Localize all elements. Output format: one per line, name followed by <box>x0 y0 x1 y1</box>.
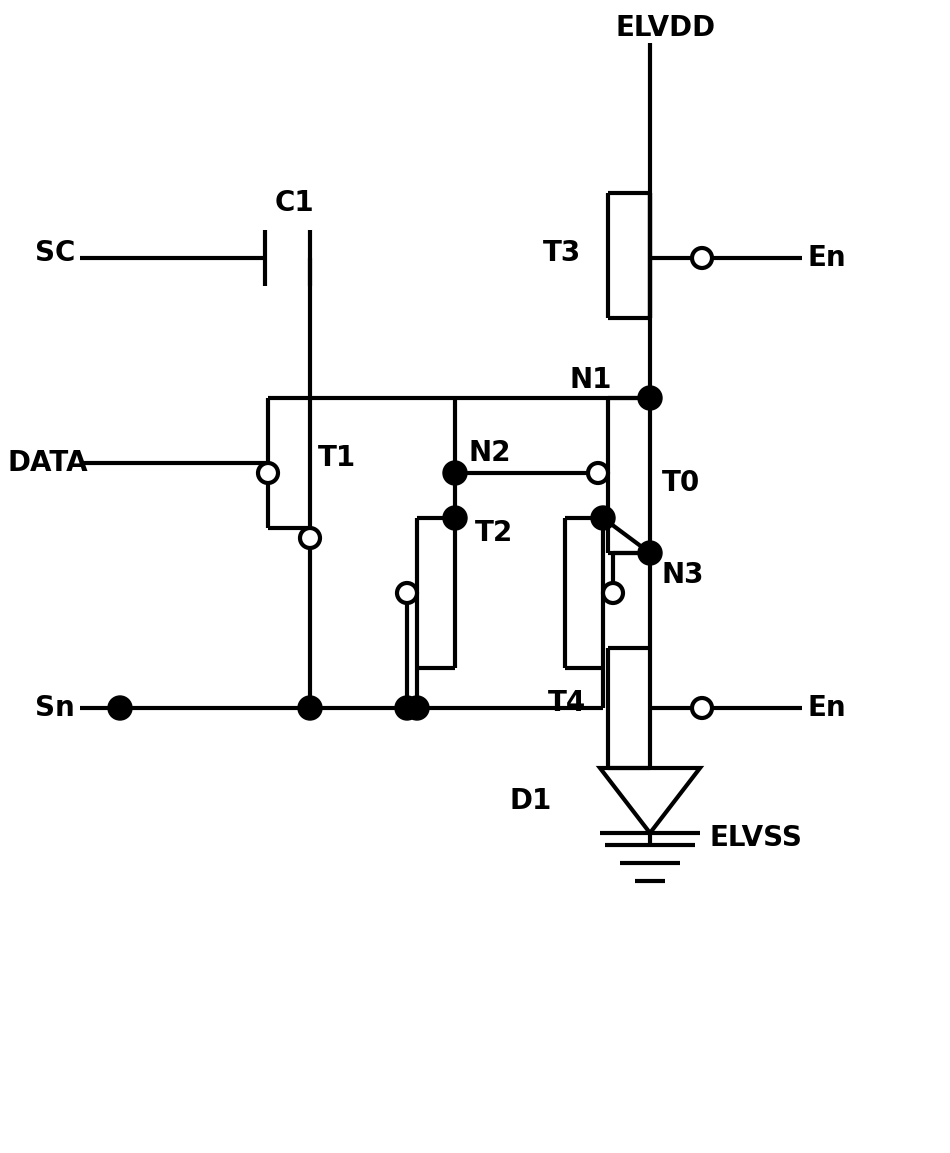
Circle shape <box>300 528 320 548</box>
Text: C1: C1 <box>275 189 314 217</box>
Circle shape <box>588 464 608 483</box>
Text: DATA: DATA <box>8 449 88 477</box>
Text: T2: T2 <box>475 519 513 547</box>
Text: T0: T0 <box>662 469 700 497</box>
Text: ELVSS: ELVSS <box>710 824 803 852</box>
Circle shape <box>591 506 615 530</box>
Circle shape <box>443 461 467 485</box>
Text: N3: N3 <box>662 562 705 589</box>
Circle shape <box>397 583 417 603</box>
Circle shape <box>603 583 623 603</box>
Text: T4: T4 <box>548 689 586 717</box>
Circle shape <box>638 386 662 410</box>
Text: N2: N2 <box>468 439 510 467</box>
Text: D1: D1 <box>510 786 552 814</box>
Text: T3: T3 <box>543 239 581 267</box>
Text: En: En <box>807 244 846 272</box>
Circle shape <box>443 506 467 530</box>
Circle shape <box>395 696 419 719</box>
Text: N1: N1 <box>570 366 613 394</box>
Circle shape <box>638 541 662 565</box>
Circle shape <box>692 248 712 267</box>
Text: En: En <box>807 694 846 722</box>
Circle shape <box>258 464 278 483</box>
Text: Sn: Sn <box>35 694 75 722</box>
Circle shape <box>298 696 322 719</box>
Text: ELVDD: ELVDD <box>615 14 715 42</box>
Circle shape <box>692 698 712 718</box>
Text: SC: SC <box>35 239 75 267</box>
Circle shape <box>405 696 429 719</box>
Circle shape <box>108 696 132 719</box>
Text: T1: T1 <box>318 444 356 472</box>
